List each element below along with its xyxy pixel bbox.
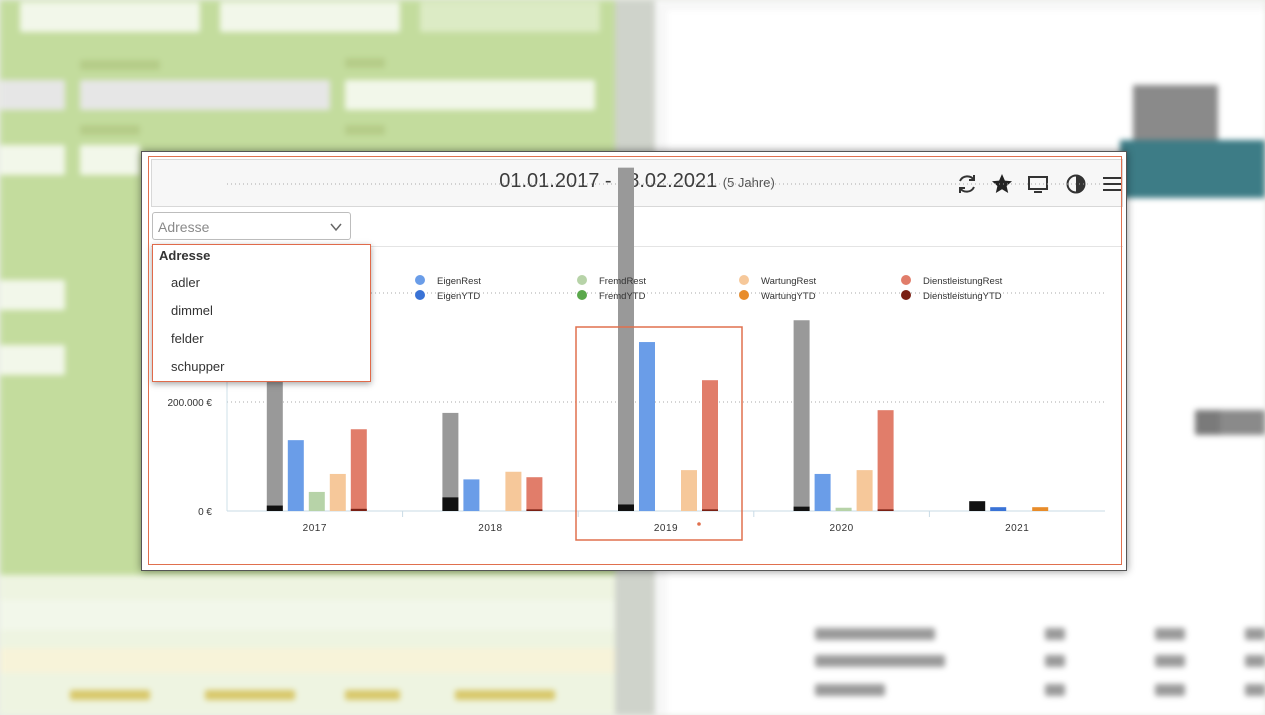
dropdown-option-dimmel[interactable]: dimmel [171,303,213,318]
highlight-marker-dot [697,522,701,526]
menu-icon[interactable] [1100,172,1124,196]
legend-label: FremdRest [599,276,646,287]
refresh-icon[interactable] [955,172,979,196]
dropdown-option-schupper[interactable]: schupper [171,359,225,374]
legend-label: DienstleistungYTD [923,291,1002,302]
bar-wartungrest-2017 [329,473,346,511]
bar-wartungrest-2019 [681,470,697,511]
header-separator [151,246,1123,247]
chevron-down-icon [330,220,342,232]
bar-dienstleistungrest-2020 [877,410,894,511]
legend-marker [415,290,425,300]
dropdown-header: Adresse [159,248,211,263]
bar-eigenrest-2019 [639,342,655,511]
bar-wartungrest-2018 [505,471,522,511]
bar-dienstleistungrest-2018 [526,477,543,511]
bar-series1-2021 [969,501,986,511]
legend-label: EigenRest [437,276,481,287]
bar-dienstleistungytd-2019 [702,509,718,511]
legend-marker [901,275,911,285]
bar-eigenytd-2021 [990,507,1007,511]
bar-series1-2020 [793,506,810,511]
address-select[interactable]: Adresse [152,212,351,240]
duration-text: (5 Jahre) [722,175,775,190]
bar-wartungrest-2020 [856,470,873,511]
address-select-placeholder: Adresse [158,219,210,235]
bar-series1-2017 [266,505,283,511]
legend-marker [577,290,587,300]
bar-eigenrest-2020 [814,473,831,511]
bar-dienstleistungrest-2019 [702,380,718,511]
chart-widget: 01.01.2017 - 28.02.2021 (5 Jahre) Adress… [141,151,1127,571]
y-tick-label: 0 € [198,507,212,518]
bar-series0-2018 [442,412,459,511]
bar-eigenrest-2018 [463,479,480,511]
legend-marker [415,275,425,285]
y-tick-label: 200.000 € [168,398,213,409]
date-range-title: 01.01.2017 - 28.02.2021 (5 Jahre) [152,170,1122,193]
address-dropdown: Adresse adler dimmel felder schupper [152,244,371,382]
bar-fremdrest-2017 [308,491,325,511]
bar-eigenrest-2017 [287,440,304,511]
legend-label: EigenYTD [437,291,480,302]
dropdown-option-felder[interactable]: felder [171,331,204,346]
legend-marker [577,275,587,285]
bar-fremdrest-2020 [835,507,852,511]
x-tick-label: 2020 [829,523,853,534]
x-tick-label: 2018 [478,523,502,534]
legend-marker [739,275,749,285]
legend-marker [739,290,749,300]
date-range-text: 01.01.2017 - 28.02.2021 [499,170,718,192]
bar-series1-2018 [442,497,459,511]
widget-header: 01.01.2017 - 28.02.2021 (5 Jahre) [151,159,1123,207]
legend-label: WartungYTD [761,291,816,302]
legend-label: FremdYTD [599,291,646,302]
bar-dienstleistungytd-2018 [526,509,543,511]
highlight-box-2019 [575,326,743,541]
bar-dienstleistungytd-2020 [877,509,894,511]
x-tick-label: 2021 [1005,523,1029,534]
bar-wartungytd-2021 [1032,507,1049,511]
legend-label: DienstleistungRest [923,276,1003,287]
bar-dienstleistungytd-2017 [350,508,367,511]
bar-dienstleistungrest-2017 [350,429,367,511]
x-tick-label: 2017 [303,523,327,534]
legend-marker [901,290,911,300]
bar-series0-2019 [618,167,634,511]
bar-chart: 0 €200.000 €400.000 €2017201820192020202… [168,167,1105,541]
monitor-icon[interactable] [1026,172,1050,196]
bar-series1-2019 [618,504,634,511]
x-tick-label: 2019 [654,523,678,534]
dropdown-option-adler[interactable]: adler [171,275,200,290]
legend-label: WartungRest [761,276,816,287]
star-icon[interactable] [990,172,1014,196]
bar-series0-2020 [793,320,810,511]
